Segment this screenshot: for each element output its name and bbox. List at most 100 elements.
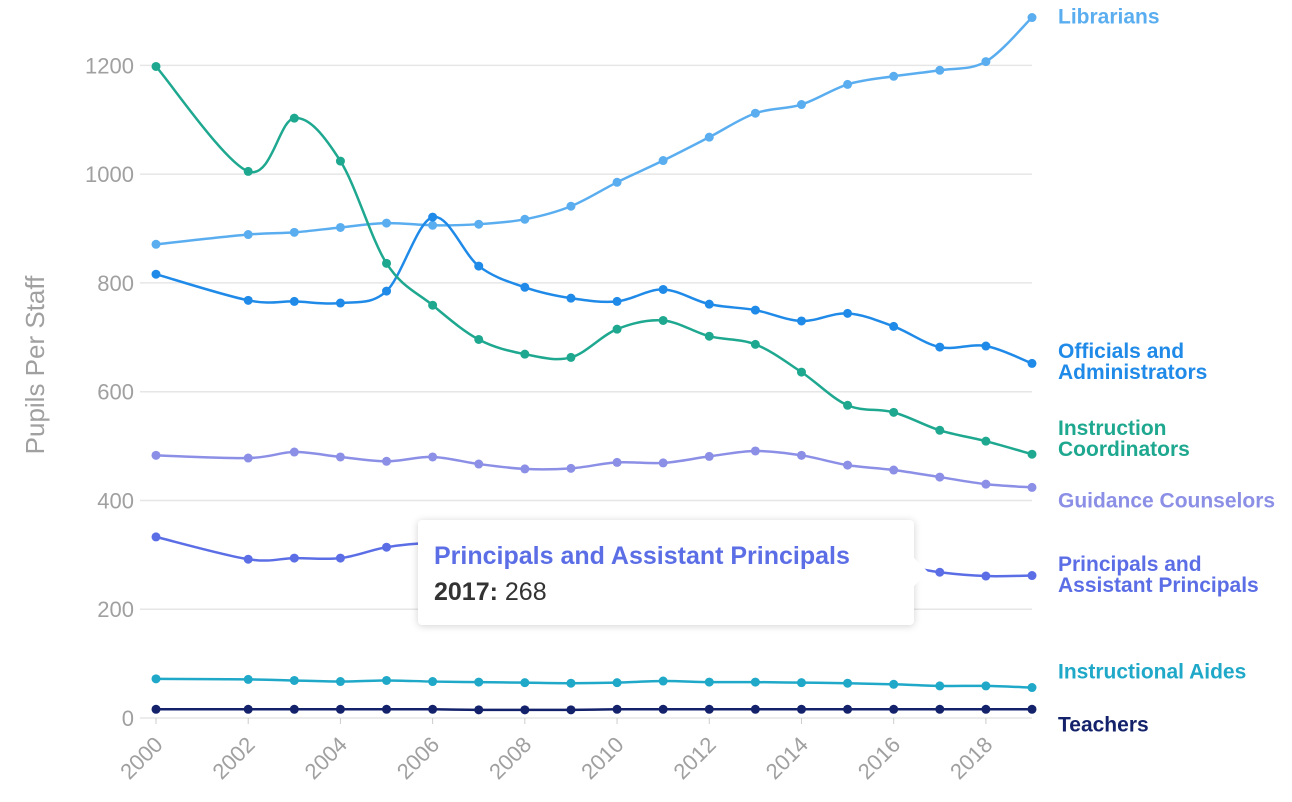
point xyxy=(935,65,945,75)
point xyxy=(658,458,668,468)
point xyxy=(474,334,484,344)
x-tick-label: 2012 xyxy=(669,732,721,784)
point xyxy=(335,677,345,687)
point xyxy=(889,407,899,417)
point xyxy=(843,678,853,688)
x-tick-label: 2000 xyxy=(115,732,167,784)
point xyxy=(382,258,392,268)
point xyxy=(981,704,991,714)
legend-label: Librarians xyxy=(1058,5,1160,29)
line xyxy=(155,65,1033,456)
point xyxy=(428,212,438,222)
point xyxy=(335,222,345,232)
tooltip-label: 2017: xyxy=(434,578,498,606)
point xyxy=(520,705,530,715)
point xyxy=(704,677,714,687)
point xyxy=(243,674,253,684)
point xyxy=(520,678,530,688)
point xyxy=(335,298,345,308)
point xyxy=(566,293,576,303)
x-tick-label: 2002 xyxy=(207,732,259,784)
y-tick-label: 0 xyxy=(122,706,134,731)
point xyxy=(704,331,714,341)
point xyxy=(1027,13,1037,23)
line xyxy=(155,449,1033,489)
point xyxy=(750,339,760,349)
point xyxy=(289,296,299,306)
line xyxy=(155,677,1033,689)
tooltip-title: Principals and Assistant Principals xyxy=(434,542,850,570)
point xyxy=(796,100,806,110)
series xyxy=(151,212,1037,368)
point xyxy=(704,451,714,461)
point xyxy=(843,400,853,410)
point xyxy=(243,295,253,305)
legend-label: Instruction Coordinators xyxy=(1058,417,1190,461)
point xyxy=(382,675,392,685)
series xyxy=(151,704,1037,715)
point xyxy=(1027,683,1037,693)
legend-label: Guidance Counselors xyxy=(1058,489,1276,513)
y-tick-label: 200 xyxy=(97,597,134,622)
point xyxy=(289,675,299,685)
point xyxy=(520,349,530,359)
point xyxy=(520,214,530,224)
point xyxy=(428,300,438,310)
point xyxy=(566,201,576,211)
point xyxy=(428,220,438,230)
point xyxy=(796,367,806,377)
point xyxy=(889,465,899,475)
point xyxy=(289,227,299,237)
point xyxy=(796,316,806,326)
point xyxy=(1027,358,1037,368)
point xyxy=(382,286,392,296)
point xyxy=(843,460,853,470)
x-tick-label: 2014 xyxy=(761,732,813,784)
point xyxy=(243,704,253,714)
point xyxy=(750,677,760,687)
x-tick-label: 2010 xyxy=(576,732,628,784)
point xyxy=(843,308,853,318)
point xyxy=(889,704,899,714)
point xyxy=(658,704,668,714)
line xyxy=(156,708,1032,712)
point xyxy=(612,678,622,688)
series xyxy=(151,674,1037,693)
point xyxy=(750,704,760,714)
series xyxy=(151,446,1037,492)
point xyxy=(750,446,760,456)
point xyxy=(981,681,991,691)
point xyxy=(889,71,899,81)
point xyxy=(151,450,161,460)
line xyxy=(155,16,1033,246)
point xyxy=(612,177,622,187)
y-tick-label: 1200 xyxy=(85,53,134,78)
point xyxy=(243,453,253,463)
x-tick-label: 2004 xyxy=(300,732,352,784)
point xyxy=(382,704,392,714)
point xyxy=(566,678,576,688)
point xyxy=(750,305,760,315)
point xyxy=(428,452,438,462)
point xyxy=(474,219,484,229)
point xyxy=(428,677,438,687)
y-tick-label: 800 xyxy=(97,271,134,296)
point xyxy=(382,456,392,466)
legend-label: Instructional Aides xyxy=(1058,660,1247,684)
point xyxy=(428,704,438,714)
point xyxy=(520,282,530,292)
point xyxy=(612,296,622,306)
tooltip-value: 268 xyxy=(504,578,547,606)
point xyxy=(981,57,991,67)
point xyxy=(382,542,392,552)
point xyxy=(981,341,991,351)
point xyxy=(474,677,484,687)
y-axis-label: Pupils Per Staff xyxy=(20,275,50,455)
point xyxy=(335,553,345,563)
point xyxy=(935,567,945,577)
point xyxy=(935,425,945,435)
point xyxy=(981,571,991,581)
line xyxy=(155,215,1033,365)
point xyxy=(335,704,345,714)
